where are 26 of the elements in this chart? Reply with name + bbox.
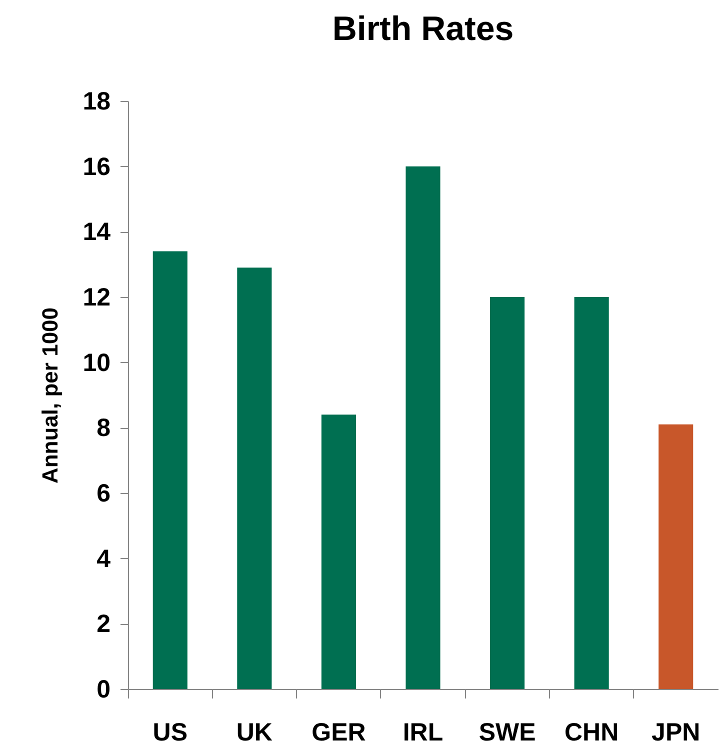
y-tick-label: 4 — [96, 544, 111, 573]
bar — [574, 297, 609, 689]
bar — [237, 268, 272, 689]
bar — [658, 424, 694, 689]
x-tick-label: JPN — [652, 718, 700, 746]
x-tick-label: UK — [236, 718, 272, 746]
bar — [490, 297, 525, 689]
y-tick-label: 6 — [96, 480, 110, 508]
y-tick-label: 14 — [82, 218, 111, 246]
y-tick-label: 0 — [96, 676, 110, 704]
y-tick-label: 10 — [82, 348, 110, 377]
y-tick-label: 18 — [82, 88, 111, 116]
bar — [321, 414, 356, 689]
chart-title: Birth Rates — [332, 10, 514, 48]
x-tick-label: US — [152, 718, 188, 746]
bar — [406, 166, 440, 689]
bar — [152, 251, 188, 689]
y-tick-label: 12 — [82, 284, 110, 312]
x-tick-label: CHN — [564, 718, 619, 746]
y-tick-label: 2 — [96, 610, 110, 638]
y-tick-label: 16 — [82, 152, 110, 181]
y-axis-title: Annual, per 1000 — [38, 307, 63, 484]
x-tick-label: SWE — [478, 718, 536, 746]
y-tick-label: 8 — [96, 414, 111, 442]
x-tick-label: GER — [312, 718, 366, 746]
x-tick-label: IRL — [402, 718, 444, 746]
